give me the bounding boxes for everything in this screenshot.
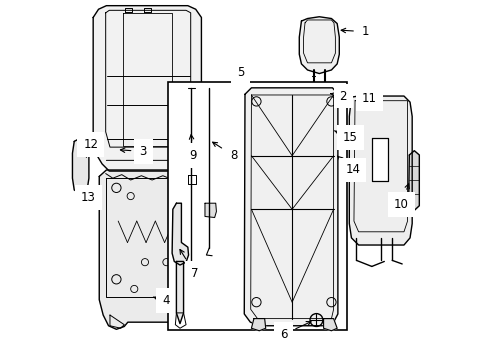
Circle shape (327, 103, 331, 107)
Polygon shape (245, 88, 338, 326)
Text: 5: 5 (237, 66, 245, 79)
Polygon shape (323, 319, 337, 331)
Text: 10: 10 (394, 184, 409, 211)
Polygon shape (205, 203, 217, 217)
Polygon shape (73, 138, 89, 194)
Polygon shape (316, 133, 342, 161)
Text: 4: 4 (153, 294, 170, 307)
Polygon shape (299, 17, 339, 73)
Polygon shape (409, 151, 419, 210)
Polygon shape (372, 138, 388, 181)
Polygon shape (323, 112, 338, 123)
Text: 2: 2 (331, 90, 347, 103)
Text: 7: 7 (180, 249, 199, 280)
Polygon shape (93, 6, 201, 171)
Text: 9: 9 (189, 135, 197, 162)
Text: 6: 6 (280, 321, 311, 341)
Polygon shape (349, 96, 412, 245)
Text: 1: 1 (341, 25, 369, 38)
Text: 11: 11 (362, 92, 377, 105)
Polygon shape (172, 203, 189, 265)
Text: 15: 15 (335, 131, 358, 144)
Text: 14: 14 (338, 156, 360, 176)
Text: 8: 8 (213, 142, 237, 162)
Polygon shape (251, 319, 266, 331)
Bar (168, 82, 347, 330)
Polygon shape (99, 170, 206, 329)
Polygon shape (176, 261, 184, 324)
Text: 12: 12 (83, 138, 98, 157)
Text: 3: 3 (121, 145, 147, 158)
Text: 13: 13 (81, 192, 96, 204)
